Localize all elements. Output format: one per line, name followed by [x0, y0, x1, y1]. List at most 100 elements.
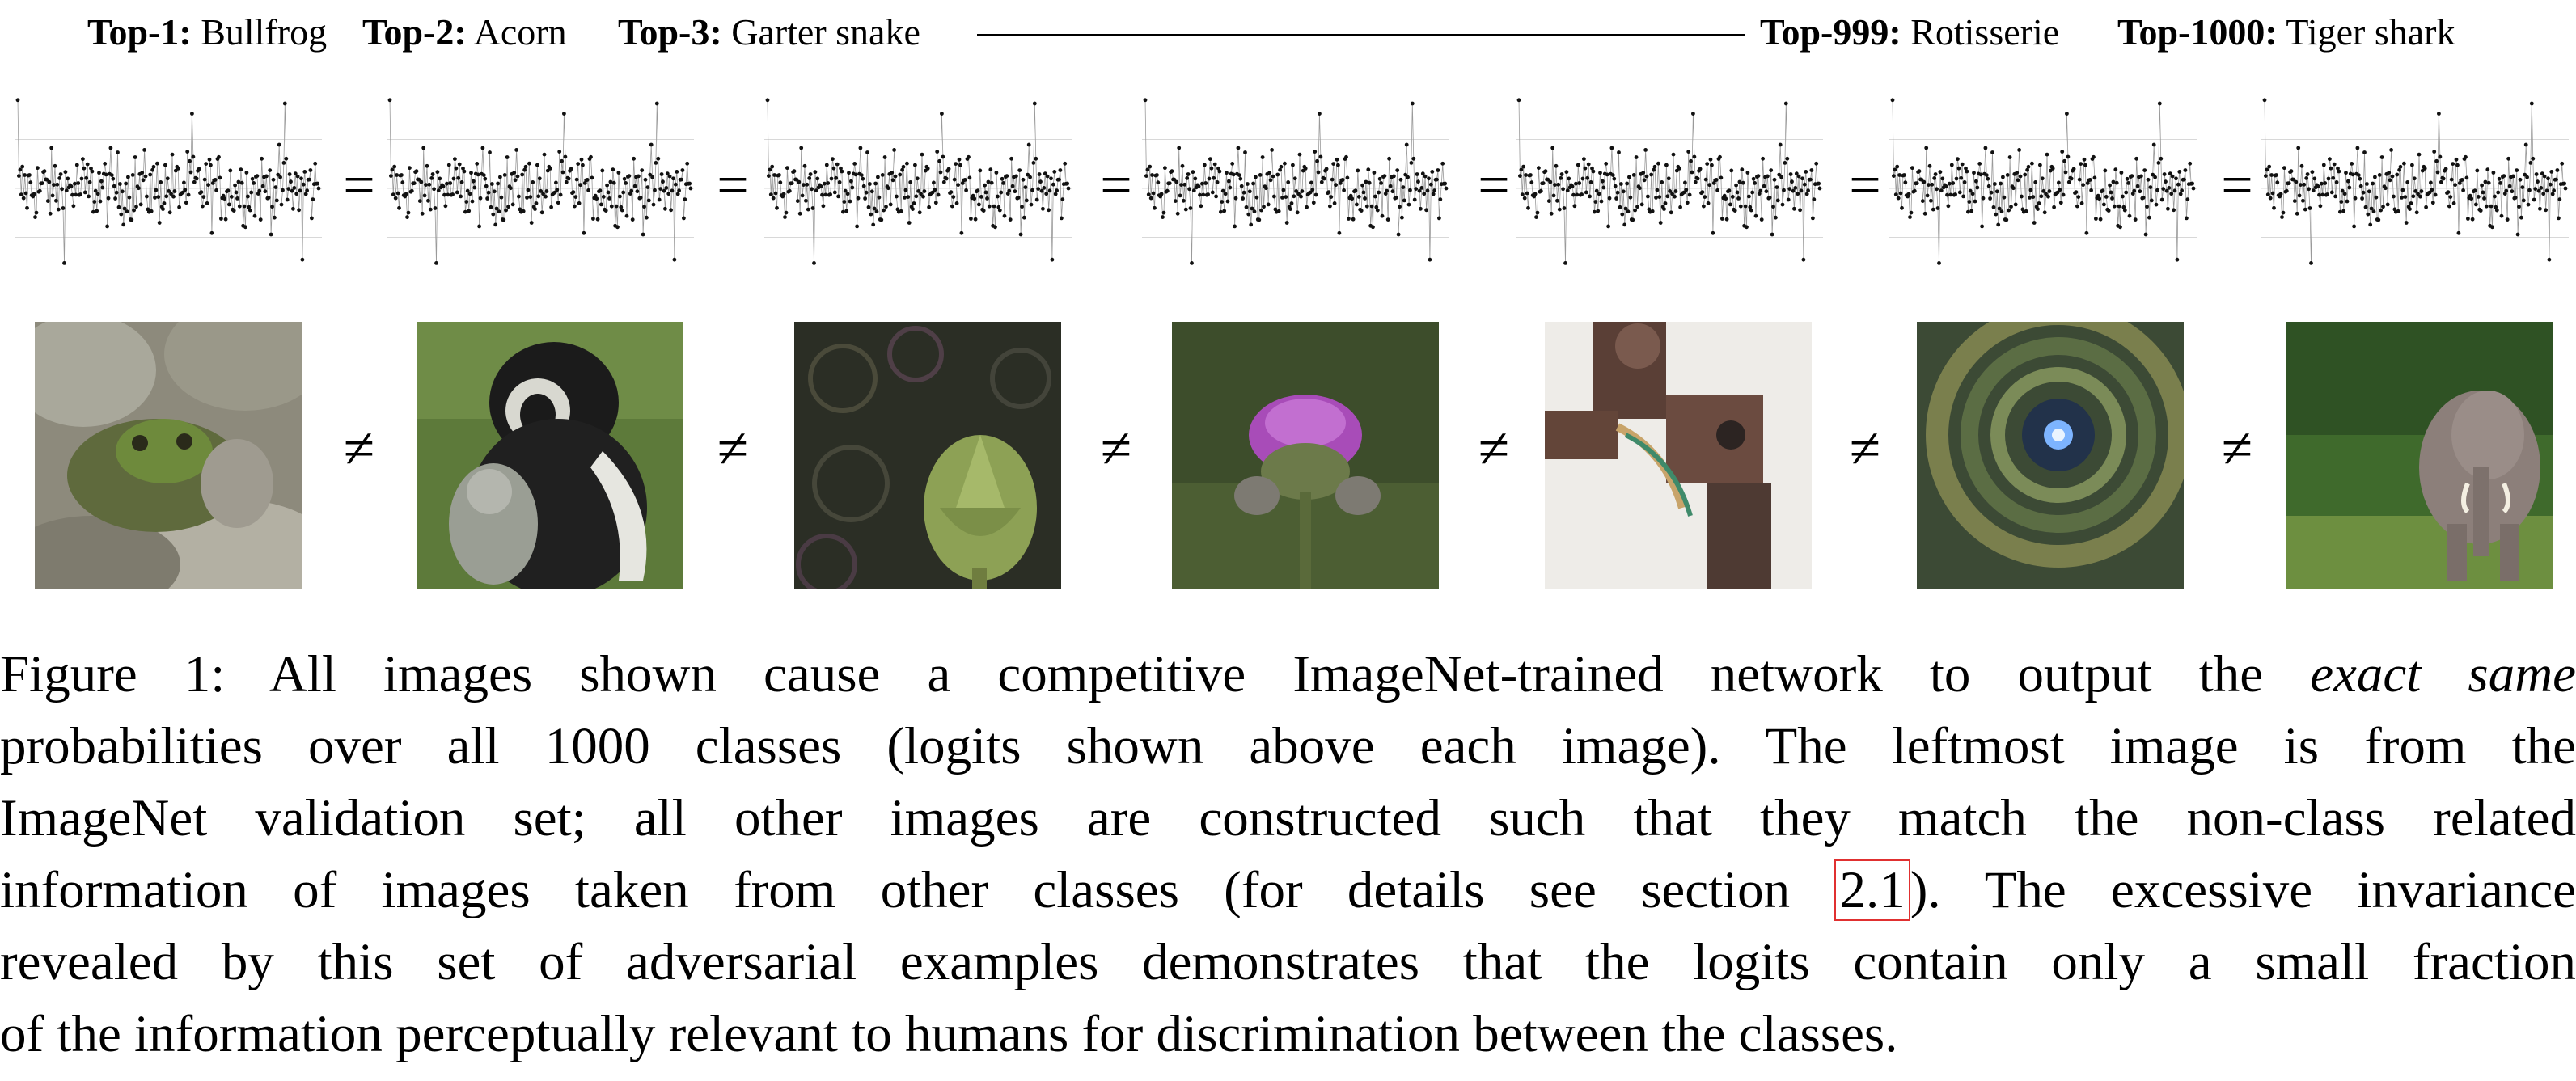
logit-point [797, 211, 802, 216]
logit-point [784, 210, 789, 215]
logit-point [82, 190, 87, 195]
logit-point [2373, 175, 2377, 179]
logit-point [2554, 177, 2558, 182]
logit-point [315, 181, 319, 186]
logit-point [2346, 179, 2350, 184]
logit-point [2162, 172, 2167, 176]
logit-point [459, 194, 463, 199]
logit-point [1597, 192, 1601, 196]
logit-point [2320, 192, 2325, 197]
logit-point [1972, 171, 1976, 175]
logit-point [927, 205, 931, 209]
logit-point [1356, 168, 1360, 173]
logit-point [1986, 184, 1991, 188]
logit-point [2045, 152, 2049, 157]
logit-point [675, 192, 680, 196]
logit-point [1800, 176, 1804, 181]
logit-point [53, 163, 57, 168]
logit-point [1961, 194, 1965, 199]
logit-point [2025, 167, 2029, 172]
logit-point [2347, 185, 2352, 190]
logit-point [1291, 163, 1295, 167]
logit-point [278, 175, 282, 179]
logit-point [1236, 146, 1241, 150]
logit-point [2496, 190, 2501, 195]
section-reference-link[interactable]: 2.1 [1834, 859, 1910, 921]
logit-point [1225, 171, 1229, 175]
logit-point [392, 164, 397, 169]
logit-point [1013, 189, 1017, 194]
logit-point [1145, 167, 1150, 172]
logit-point [1567, 176, 1571, 181]
logit-point [645, 185, 650, 190]
logit-point [1419, 206, 1423, 211]
logit-point [632, 156, 636, 161]
logit-point [1425, 188, 1430, 193]
logit-point [192, 179, 197, 184]
logit-point [109, 173, 114, 177]
logit-point [2511, 174, 2515, 179]
logit-point [1937, 261, 1941, 265]
logit-point [1924, 146, 1929, 150]
logit-point [1028, 175, 1032, 179]
logit-point [129, 217, 134, 222]
logit-point [659, 172, 664, 176]
logit-point [1388, 184, 1393, 188]
logit-point [71, 204, 76, 209]
logit-point [2118, 225, 2122, 230]
logit-point [1247, 189, 1252, 194]
logit-point [1710, 163, 1714, 167]
logit-point [1155, 173, 1159, 177]
logit-point [90, 169, 95, 174]
logit-point [461, 166, 465, 171]
logit-point [1183, 207, 1188, 212]
logit-point [933, 188, 937, 192]
logit-point [58, 172, 63, 176]
logit-point [1364, 179, 1368, 184]
logit-point [1387, 156, 1391, 161]
logit-point [1416, 179, 1420, 184]
logit-point [1917, 169, 1922, 174]
logit-point [2270, 191, 2275, 196]
logit-point [1311, 201, 1316, 205]
logit-point [476, 172, 480, 177]
logit-point [462, 169, 467, 174]
logit-point [1793, 186, 1798, 190]
logit-point [1993, 182, 1997, 186]
logit-point [669, 208, 673, 213]
logit-point [1643, 148, 1648, 152]
logit-point [1016, 196, 1021, 200]
logit-point [1779, 175, 1783, 179]
logit-point [1898, 191, 1903, 196]
logit-point [863, 196, 867, 201]
logit-point [911, 207, 915, 211]
logit-point [2303, 207, 2307, 212]
logit-point [169, 192, 174, 196]
logit-point [1671, 152, 1676, 157]
logit-point [2133, 217, 2138, 222]
logit-point [2339, 200, 2344, 204]
logit-point [544, 194, 548, 199]
logit-point [2110, 196, 2114, 201]
logit-point [666, 192, 671, 196]
logit-point [1933, 172, 1938, 176]
logit-point [842, 200, 847, 204]
logit-point [2532, 197, 2536, 202]
logit-point [1644, 174, 1649, 179]
logit-point [219, 217, 223, 221]
logit-point [1975, 185, 1980, 190]
logit-point [1708, 157, 1713, 162]
logit-point [1173, 199, 1178, 204]
logit-scatter [1142, 98, 1449, 265]
logit-point [1535, 210, 1540, 215]
logit-point [1922, 179, 1927, 184]
not-equal-sign: ≠ [717, 418, 749, 480]
logit-point [2546, 176, 2550, 181]
logit-point [488, 150, 492, 154]
logit-point [98, 199, 103, 204]
logit-point [1575, 192, 1580, 197]
logit-point [1375, 208, 1380, 213]
logit-point [2381, 205, 2385, 209]
logit-point [2329, 166, 2333, 171]
logit-point [1409, 161, 1414, 165]
